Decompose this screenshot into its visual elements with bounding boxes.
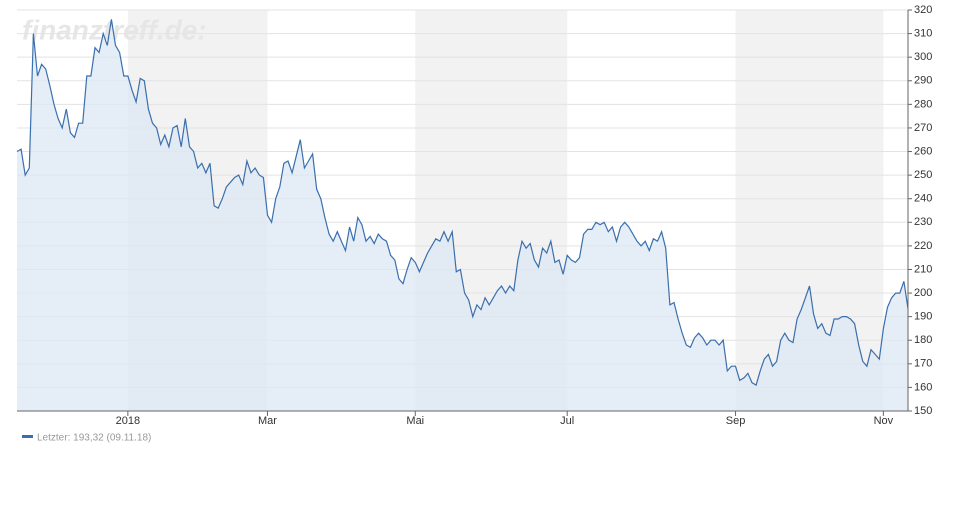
y-tick-label: 310: [914, 27, 932, 39]
y-tick-label: 290: [914, 75, 932, 87]
y-tick-label: 150: [914, 405, 932, 417]
y-tick-label: 230: [914, 216, 932, 228]
price-line: [16, 19, 909, 387]
y-tick-label: 200: [914, 287, 932, 299]
y-tick-label: 180: [914, 334, 932, 346]
y-tick-label: 280: [914, 98, 932, 110]
legend-label: Letzter: 193,32 (09.11.18): [37, 433, 151, 444]
x-tick-label: Mar: [258, 415, 277, 427]
y-tick-label: 220: [914, 240, 932, 252]
y-tick-label: 260: [914, 145, 932, 157]
y-tick-label: 300: [914, 51, 932, 63]
y-tick-label: 170: [914, 358, 932, 370]
x-tick-label: Jul: [560, 415, 574, 427]
y-tick-label: 250: [914, 169, 932, 181]
area-fill: [17, 19, 908, 412]
y-tick-label: 270: [914, 122, 932, 134]
y-tick-label: 210: [914, 263, 932, 275]
y-tick-label: 190: [914, 311, 932, 323]
y-tick-label: 240: [914, 193, 932, 205]
x-tick-label: Nov: [874, 415, 894, 427]
y-tick-label: 160: [914, 381, 932, 393]
legend-swatch: [22, 435, 33, 438]
x-tick-label: Mai: [406, 415, 424, 427]
x-tick-label: 2018: [116, 415, 140, 427]
x-tick-label: Sep: [726, 415, 746, 427]
y-tick-label: 320: [914, 4, 932, 16]
